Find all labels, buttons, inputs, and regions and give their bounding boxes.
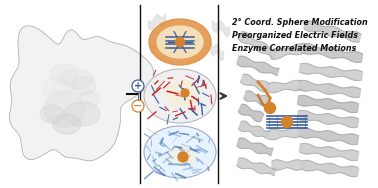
Polygon shape <box>299 64 363 80</box>
Circle shape <box>282 117 293 127</box>
Ellipse shape <box>47 84 97 124</box>
Polygon shape <box>9 26 153 161</box>
Ellipse shape <box>40 105 64 123</box>
Text: +: + <box>134 81 142 91</box>
Polygon shape <box>237 56 279 76</box>
Circle shape <box>181 89 189 97</box>
Text: Preorganized Electric Fields: Preorganized Electric Fields <box>232 31 358 40</box>
Polygon shape <box>240 74 270 92</box>
Text: −: − <box>133 101 143 111</box>
Polygon shape <box>239 104 264 122</box>
Text: 2° Coord. Sphere Modification: 2° Coord. Sphere Modification <box>232 18 368 27</box>
Polygon shape <box>297 80 361 97</box>
Ellipse shape <box>72 77 96 95</box>
Polygon shape <box>297 96 358 112</box>
Circle shape <box>178 152 188 162</box>
Circle shape <box>175 37 184 46</box>
Ellipse shape <box>64 102 100 126</box>
Ellipse shape <box>157 26 203 58</box>
Polygon shape <box>297 111 358 127</box>
Polygon shape <box>268 80 302 93</box>
Polygon shape <box>299 127 359 144</box>
Text: Enzyme Correlated Motions: Enzyme Correlated Motions <box>232 44 357 53</box>
Polygon shape <box>239 121 270 139</box>
Ellipse shape <box>149 19 211 65</box>
Polygon shape <box>238 32 277 58</box>
Ellipse shape <box>166 81 200 107</box>
Polygon shape <box>301 44 363 62</box>
Ellipse shape <box>144 69 216 123</box>
Circle shape <box>132 100 144 112</box>
Ellipse shape <box>53 114 81 134</box>
Ellipse shape <box>168 146 196 166</box>
Ellipse shape <box>80 91 100 107</box>
Ellipse shape <box>50 64 78 84</box>
Polygon shape <box>272 160 302 170</box>
Polygon shape <box>237 158 276 176</box>
Ellipse shape <box>42 77 72 101</box>
Polygon shape <box>302 160 358 177</box>
Ellipse shape <box>44 91 84 127</box>
Circle shape <box>132 80 144 92</box>
Ellipse shape <box>61 69 93 89</box>
Ellipse shape <box>144 126 216 178</box>
Polygon shape <box>237 138 273 156</box>
Polygon shape <box>304 21 361 42</box>
Polygon shape <box>269 44 306 59</box>
Polygon shape <box>244 91 269 106</box>
Circle shape <box>265 102 276 114</box>
Polygon shape <box>299 144 359 161</box>
Polygon shape <box>268 127 301 140</box>
